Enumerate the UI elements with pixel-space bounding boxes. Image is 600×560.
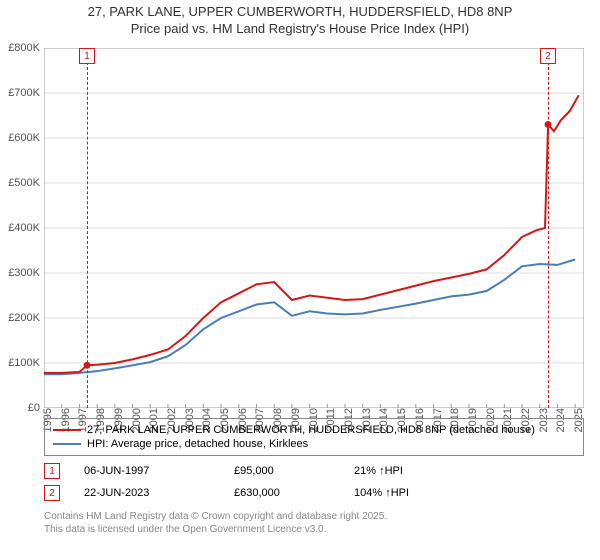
series-hpi	[44, 260, 575, 375]
y-tick-label: £600K	[8, 132, 44, 144]
sale-row: 2 22-JUN-2023 £630,000 104% HPI	[44, 482, 584, 504]
legend-item: HPI: Average price, detached house, Kirk…	[53, 437, 575, 451]
y-tick-label: £300K	[8, 267, 44, 279]
sale-date: 06-JUN-1997	[84, 465, 234, 477]
y-tick-label: £800K	[8, 42, 44, 54]
y-tick-label: £100K	[8, 357, 44, 369]
sale-marker-badge: 1	[79, 48, 95, 64]
legend-label: 27, PARK LANE, UPPER CUMBERWORTH, HUDDER…	[87, 424, 535, 436]
sale-pct: 104% HPI	[354, 487, 474, 499]
legend-swatch	[53, 443, 81, 445]
sale-row: 1 06-JUN-1997 £95,000 21% HPI	[44, 460, 584, 482]
y-tick-label: £200K	[8, 312, 44, 324]
chart-svg	[44, 48, 584, 408]
sale-price: £630,000	[234, 487, 354, 499]
footnote: Contains HM Land Registry data © Crown c…	[44, 510, 387, 536]
sale-date: 22-JUN-2023	[84, 487, 234, 499]
legend: 27, PARK LANE, UPPER CUMBERWORTH, HUDDER…	[44, 418, 584, 456]
series-price_paid	[44, 95, 579, 373]
footnote-line-1: Contains HM Land Registry data © Crown c…	[44, 510, 387, 523]
y-tick-label: £700K	[8, 87, 44, 99]
chart-title: 27, PARK LANE, UPPER CUMBERWORTH, HUDDER…	[0, 0, 600, 38]
legend-swatch	[53, 429, 81, 431]
sale-marker-badge: 2	[540, 48, 556, 64]
legend-label: HPI: Average price, detached house, Kirk…	[87, 438, 308, 450]
price-chart: £0£100K£200K£300K£400K£500K£600K£700K£80…	[44, 48, 584, 408]
sale-marker-icon: 2	[44, 485, 60, 501]
legend-item: 27, PARK LANE, UPPER CUMBERWORTH, HUDDER…	[53, 423, 575, 437]
sale-marker-line	[87, 62, 88, 408]
sale-marker-icon: 1	[44, 463, 60, 479]
sale-marker-line	[548, 62, 549, 408]
y-tick-label: £500K	[8, 177, 44, 189]
y-tick-label: £400K	[8, 222, 44, 234]
sale-price: £95,000	[234, 465, 354, 477]
title-line-1: 27, PARK LANE, UPPER CUMBERWORTH, HUDDER…	[0, 4, 600, 21]
title-line-2: Price paid vs. HM Land Registry's House …	[0, 21, 600, 38]
footnote-line-2: This data is licensed under the Open Gov…	[44, 523, 387, 536]
sale-pct: 21% HPI	[354, 465, 474, 477]
sales-table: 1 06-JUN-1997 £95,000 21% HPI 2 22-JUN-2…	[44, 460, 584, 504]
